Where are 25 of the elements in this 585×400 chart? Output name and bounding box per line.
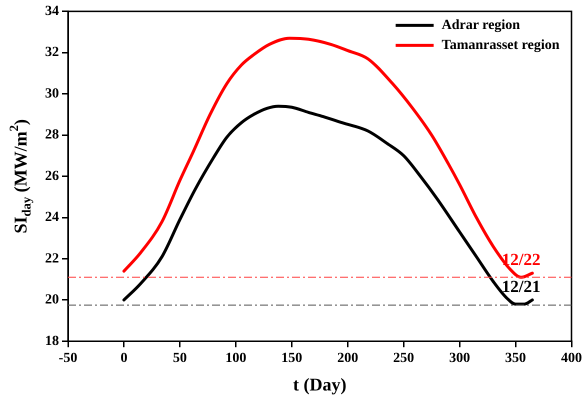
- y-tick-label: 22: [45, 251, 59, 266]
- y-tick-label: 34: [45, 4, 59, 20]
- x-tick-label: 250: [393, 351, 414, 366]
- x-tick-label: 350: [505, 351, 526, 366]
- y-tick-label: 18: [45, 334, 59, 349]
- y-tick-label: 32: [45, 45, 59, 60]
- annotation: 12/22: [502, 250, 541, 270]
- x-tick-label: 150: [281, 351, 302, 366]
- x-tick-label: 0: [120, 351, 128, 366]
- x-tick-label: 50: [172, 351, 187, 366]
- y-tick-label: 28: [45, 128, 59, 143]
- x-tick-label: 100: [225, 351, 246, 366]
- legend-label: Adrar region: [442, 18, 520, 34]
- y-tick-label: 26: [45, 168, 59, 184]
- x-axis-title: t (Day): [293, 374, 346, 395]
- x-tick-label: 200: [337, 351, 358, 366]
- x-tick-label: 400: [561, 351, 582, 366]
- legend-label: Tamanrasset region: [442, 38, 560, 54]
- annotation: 12/21: [502, 276, 541, 296]
- y-tick-label: 30: [45, 86, 59, 102]
- y-tick-label: 20: [45, 292, 59, 308]
- y-axis-title: SIday (MW/m2): [7, 119, 34, 234]
- x-tick-label: -50: [58, 351, 78, 366]
- x-tick-label: 300: [449, 351, 470, 366]
- y-tick-label: 24: [45, 210, 59, 226]
